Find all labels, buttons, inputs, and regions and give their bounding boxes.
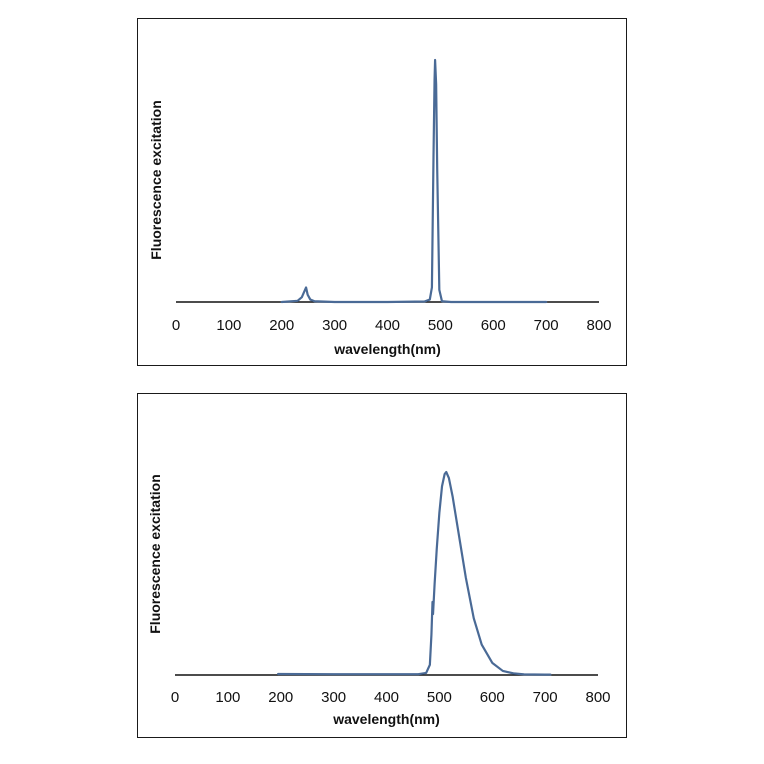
y-axis-title: Fluorescence excitation bbox=[147, 474, 163, 634]
x-tick-label: 0 bbox=[171, 689, 179, 706]
x-tick-label: 500 bbox=[428, 317, 453, 334]
x-tick-label: 0 bbox=[172, 317, 180, 334]
x-tick-label: 700 bbox=[533, 689, 558, 706]
x-tick-label: 800 bbox=[586, 317, 611, 334]
top-chart-panel: 0 100 200 300 400 500 600 700 800 wavelength(nm) F… bbox=[137, 18, 627, 366]
x-tick-label: 300 bbox=[321, 689, 346, 706]
bottom-excitation-chart: 0 100 200 300 400 500 600 700 800 wavelength(nm) F… bbox=[147, 470, 611, 727]
x-tick-label: 500 bbox=[427, 689, 452, 706]
x-axis-title: wavelength(nm) bbox=[332, 711, 440, 727]
x-tick-label: 300 bbox=[322, 317, 347, 334]
x-axis-title: wavelength(nm) bbox=[333, 341, 441, 357]
x-tick-label: 400 bbox=[375, 317, 400, 334]
x-tick-label: 600 bbox=[480, 689, 505, 706]
top-excitation-chart: 0 100 200 300 400 500 600 700 800 wavelength(nm) F… bbox=[148, 58, 612, 357]
x-tick-label: 600 bbox=[481, 317, 506, 334]
excitation-series-line bbox=[277, 470, 552, 676]
bottom-chart-panel: 0 100 200 300 400 500 600 700 800 wavelength(nm) F… bbox=[137, 393, 627, 738]
x-tick-label: 200 bbox=[268, 689, 293, 706]
excitation-series-line bbox=[280, 58, 548, 304]
y-axis-title: Fluorescence excitation bbox=[148, 100, 164, 260]
x-tick-label: 400 bbox=[374, 689, 399, 706]
x-tick-label: 100 bbox=[215, 689, 240, 706]
x-tick-label: 700 bbox=[534, 317, 559, 334]
x-tick-label: 100 bbox=[216, 317, 241, 334]
x-tick-label: 200 bbox=[269, 317, 294, 334]
x-tick-label: 800 bbox=[585, 689, 610, 706]
